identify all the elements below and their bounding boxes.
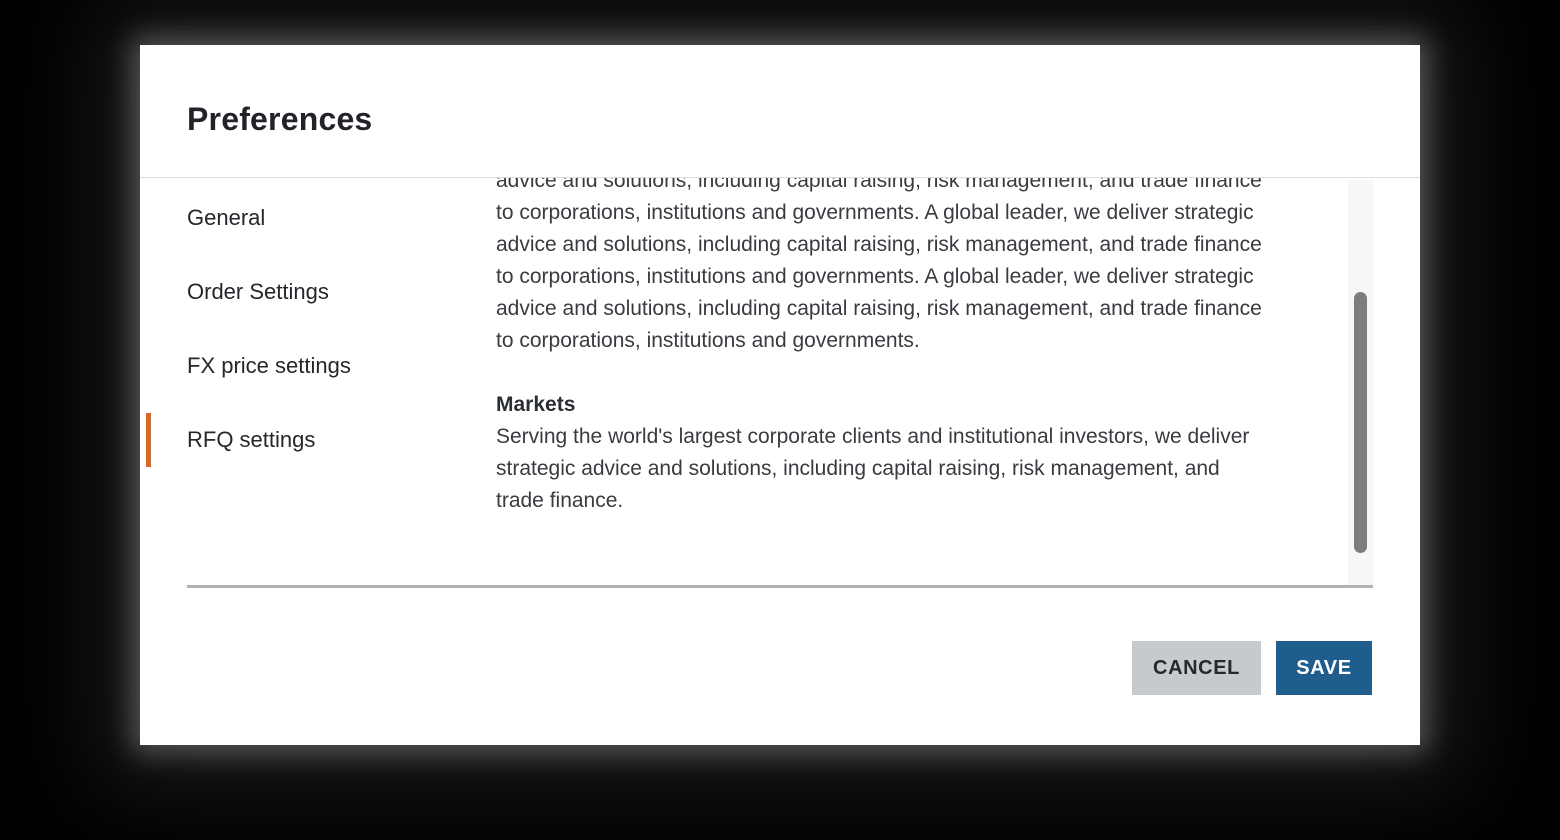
sidebar-item-label: Order Settings bbox=[187, 279, 329, 304]
dialog-header: Preferences bbox=[140, 45, 1420, 178]
dialog-title: Preferences bbox=[187, 101, 373, 137]
sidebar-item-label: RFQ settings bbox=[187, 427, 316, 452]
content-bottom-divider bbox=[187, 585, 1373, 588]
dialog-body: General Order Settings FX price settings… bbox=[140, 178, 1420, 588]
settings-content: advice and solutions, including capital … bbox=[496, 178, 1266, 517]
sidebar-item-label: General bbox=[187, 205, 266, 230]
scrollbar-thumb[interactable] bbox=[1354, 292, 1367, 553]
scrollbar-track[interactable] bbox=[1348, 180, 1373, 586]
sidebar-item-general[interactable]: General bbox=[187, 181, 449, 255]
cancel-button[interactable]: CANCEL bbox=[1132, 641, 1261, 695]
markets-paragraph: Serving the world's largest corporate cl… bbox=[496, 425, 1250, 512]
dialog-footer: CANCEL SAVE bbox=[140, 588, 1420, 745]
markets-heading: Markets bbox=[496, 393, 576, 416]
settings-content-scrollarea[interactable]: advice and solutions, including capital … bbox=[449, 178, 1266, 588]
sidebar-item-label: FX price settings bbox=[187, 353, 351, 378]
about-paragraph: advice and solutions, including capital … bbox=[496, 178, 1262, 352]
sidebar-item-order-settings[interactable]: Order Settings bbox=[187, 255, 449, 329]
sidebar: General Order Settings FX price settings… bbox=[140, 178, 449, 588]
sidebar-item-rfq-settings[interactable]: RFQ settings bbox=[146, 403, 449, 477]
sidebar-item-fx-price-settings[interactable]: FX price settings bbox=[187, 329, 449, 403]
save-button[interactable]: SAVE bbox=[1276, 641, 1372, 695]
preferences-dialog: Preferences General Order Settings FX pr… bbox=[140, 45, 1420, 745]
